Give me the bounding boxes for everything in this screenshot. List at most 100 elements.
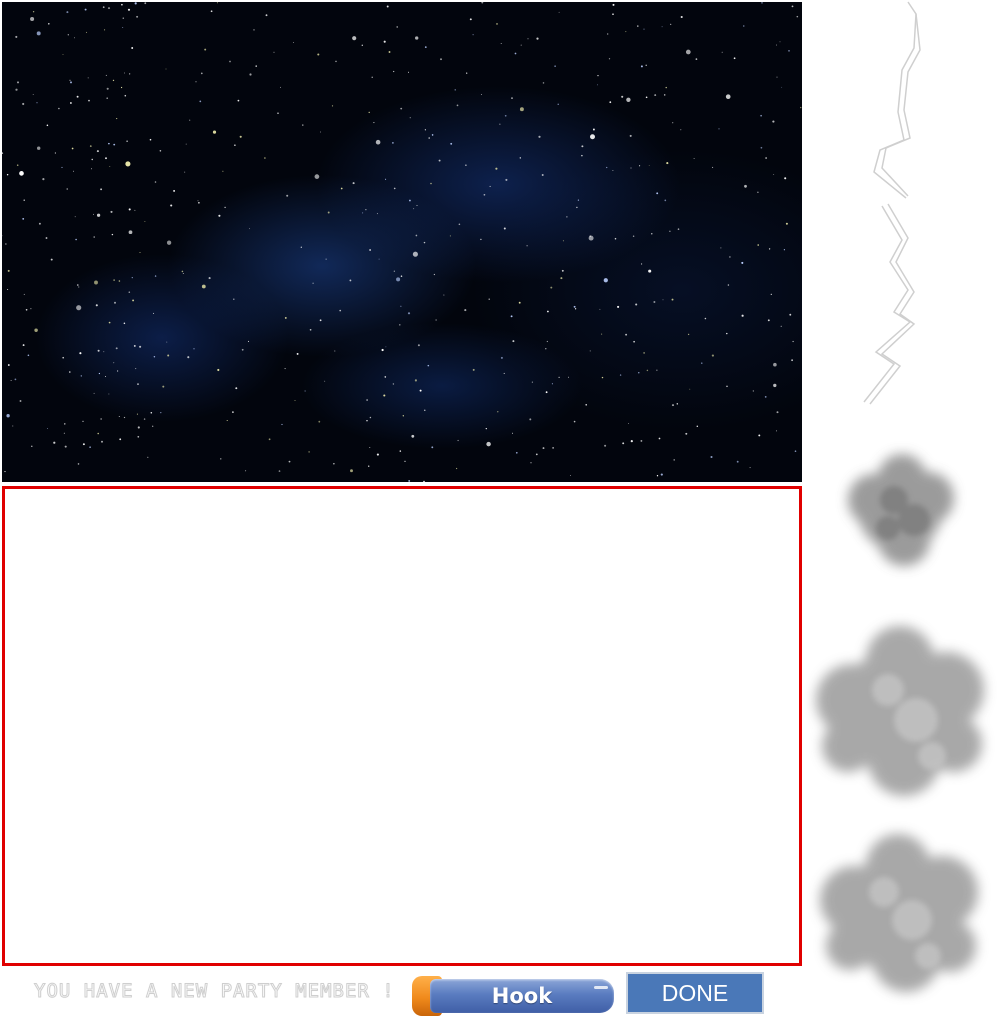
star	[312, 282, 314, 284]
star	[122, 27, 124, 28]
star	[511, 97, 513, 99]
game-area[interactable]	[2, 486, 802, 966]
star	[77, 284, 79, 286]
star	[435, 319, 437, 321]
star	[365, 209, 367, 211]
star	[19, 400, 22, 402]
star	[689, 388, 691, 390]
star	[677, 228, 680, 230]
star	[134, 209, 136, 211]
star	[535, 453, 538, 456]
star	[765, 157, 767, 159]
star	[454, 89, 456, 91]
star	[585, 404, 587, 406]
star	[433, 273, 436, 276]
star	[77, 463, 80, 465]
star	[770, 293, 772, 296]
star	[79, 352, 82, 355]
star	[42, 178, 45, 181]
star	[106, 87, 109, 90]
star	[424, 129, 426, 131]
star	[10, 380, 12, 381]
star	[749, 467, 751, 469]
star	[558, 11, 560, 13]
star	[199, 100, 202, 103]
star	[773, 383, 777, 388]
star	[658, 437, 661, 440]
star	[76, 95, 79, 98]
star	[48, 23, 50, 25]
star	[84, 8, 87, 11]
star	[124, 72, 125, 74]
hook-button-label: Hook	[491, 984, 553, 1008]
star	[785, 222, 788, 225]
star	[744, 184, 747, 188]
star	[249, 73, 252, 76]
star	[443, 294, 445, 296]
star	[791, 359, 793, 362]
star	[93, 392, 95, 394]
star	[6, 414, 10, 418]
smoke-cloud-large-icon	[820, 834, 978, 992]
star	[496, 23, 498, 25]
star	[384, 376, 387, 378]
star	[404, 460, 406, 462]
star	[776, 411, 779, 414]
star	[187, 356, 190, 359]
hook-button-body	[430, 979, 614, 1013]
star	[368, 465, 370, 467]
done-button[interactable]: DONE	[626, 972, 764, 1014]
star	[58, 107, 60, 110]
star	[143, 418, 146, 420]
star	[128, 208, 131, 211]
star	[7, 364, 10, 366]
star	[542, 82, 545, 84]
star	[562, 240, 564, 242]
star	[119, 438, 122, 441]
star	[167, 354, 170, 357]
star	[645, 64, 647, 67]
star	[7, 288, 9, 291]
star	[428, 137, 430, 139]
star	[680, 15, 683, 19]
star	[800, 106, 802, 109]
star	[760, 146, 763, 149]
star	[727, 284, 730, 286]
star	[255, 65, 257, 67]
star	[597, 74, 599, 77]
star	[646, 369, 649, 372]
star	[217, 368, 220, 372]
star	[118, 415, 120, 418]
star	[32, 11, 35, 13]
star	[630, 440, 633, 443]
hook-button[interactable]: Hook	[412, 976, 616, 1016]
star	[88, 99, 90, 102]
star	[757, 191, 759, 194]
star	[229, 60, 231, 63]
sprite-sheet-graphics	[816, 1, 984, 992]
star	[147, 456, 149, 458]
star	[791, 5, 794, 8]
star	[784, 177, 787, 180]
star	[449, 235, 451, 237]
star	[726, 332, 728, 335]
star	[416, 205, 418, 206]
star	[27, 354, 30, 357]
star	[680, 129, 682, 131]
star	[121, 3, 123, 6]
star	[393, 70, 395, 73]
star	[376, 453, 379, 456]
star	[592, 128, 595, 131]
star	[154, 275, 157, 277]
star	[71, 147, 74, 150]
star	[318, 420, 321, 423]
star	[545, 348, 547, 350]
star	[197, 200, 199, 202]
star	[376, 213, 378, 215]
star	[721, 51, 723, 53]
star	[182, 273, 184, 274]
star	[109, 165, 111, 167]
star	[101, 440, 103, 443]
star	[69, 79, 71, 81]
star	[134, 2, 137, 5]
